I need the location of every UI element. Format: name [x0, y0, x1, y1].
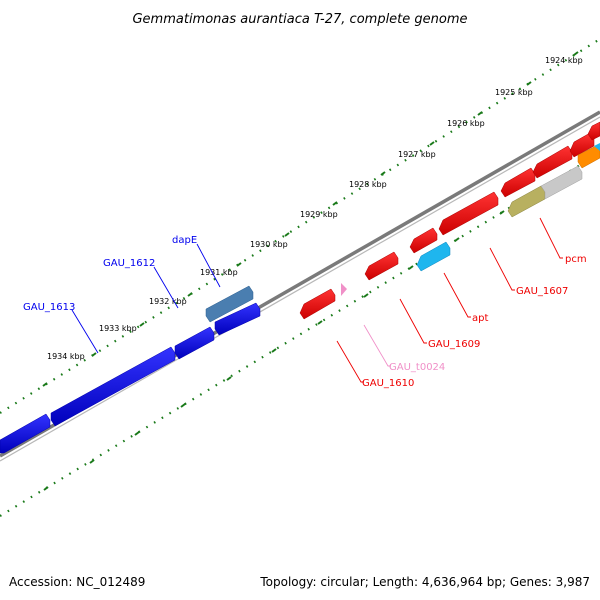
gene-cyan-small[interactable] [594, 143, 600, 151]
label-dapE: dapE [172, 235, 197, 246]
genome-summary: Topology: circular; Length: 4,636,964 bp… [259, 575, 590, 589]
label-gau-t0024: GAU_t0024 [389, 362, 445, 373]
gene-far-left[interactable] [0, 413, 51, 454]
label-apt: apt [472, 313, 488, 324]
accession-text: Accession: NC_012489 [9, 575, 145, 589]
label-gau1610: GAU_1610 [362, 378, 414, 389]
ruler-label-1925: 1925 kbp [495, 88, 533, 97]
ruler-label-1924: 1924 kbp [545, 56, 583, 65]
ruler-label-1926: 1926 kbp [447, 119, 485, 128]
gene-gau-t0024[interactable] [341, 283, 347, 296]
forward-genes [0, 285, 261, 454]
gene-dapE-lower[interactable] [214, 302, 261, 336]
gene-dapE[interactable] [205, 285, 254, 323]
leader-lines [71, 217, 563, 383]
label-gau1613: GAU_1613 [23, 302, 75, 313]
gene-upper-1[interactable] [500, 167, 536, 198]
gene-labels: dapE GAU_1612 GAU_1613 pcm GAU_1607 apt … [23, 235, 587, 389]
gene-gau1607[interactable] [438, 191, 499, 236]
label-gau1609: GAU_1609 [428, 339, 480, 350]
genome-backbone-shadow [0, 116, 600, 462]
ruler-label-1928: 1928 kbp [349, 180, 387, 189]
outer-ruler-ticks [42, 51, 579, 387]
ruler-label-1931: 1931 kbp [200, 268, 238, 277]
gene-gau1609[interactable] [364, 251, 399, 281]
gene-upper-2[interactable] [532, 145, 573, 179]
map-title: Gemmatimonas aurantiaca T-27, complete g… [132, 12, 467, 27]
ruler-label-1927: 1927 kbp [398, 150, 436, 159]
gene-apt[interactable] [416, 241, 451, 272]
label-pcm: pcm [565, 254, 587, 265]
ruler-label-1934: 1934 kbp [47, 352, 85, 361]
ruler-label-1932: 1932 kbp [149, 297, 187, 306]
gene-gau1613[interactable] [50, 346, 176, 427]
ruler-label-1930: 1930 kbp [250, 240, 288, 249]
outer-ruler-track [0, 38, 600, 414]
label-gau1607: GAU_1607 [516, 286, 568, 297]
gene-pcm[interactable] [540, 165, 583, 200]
ruler-label-1929: 1929 kbp [300, 210, 338, 219]
ruler-label-1933: 1933 kbp [99, 324, 137, 333]
inner-ruler-ticks [43, 183, 551, 491]
gene-apt-lower[interactable] [409, 227, 438, 254]
reverse-genes [299, 121, 600, 320]
gene-gau1610[interactable] [299, 288, 336, 320]
ruler-labels: 1924 kbp 1925 kbp 1926 kbp 1927 kbp 1928… [47, 56, 583, 361]
gene-gau1612[interactable] [174, 326, 215, 360]
gene-upper-4[interactable] [587, 121, 600, 141]
label-gau1612: GAU_1612 [103, 258, 155, 269]
